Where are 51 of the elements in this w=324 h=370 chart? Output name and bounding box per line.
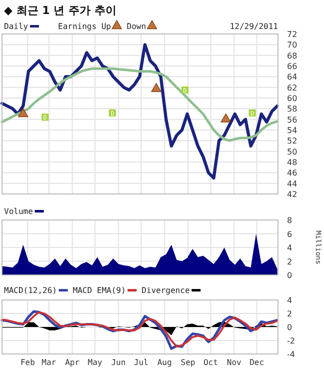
y-tick-label: 8 <box>287 216 292 225</box>
line-series <box>0 67 278 142</box>
y-tick-label: 46 <box>287 168 298 178</box>
x-tick-label: Dec <box>250 358 264 367</box>
line-series <box>0 43 279 180</box>
y-tick-label: 72 <box>287 30 298 39</box>
chart-subtitle: 12/29/2011 <box>230 22 278 31</box>
y-tick-label: 4 <box>287 244 292 252</box>
y-tick-label: -4 <box>287 350 295 359</box>
legend-label: Down <box>126 22 146 31</box>
y-tick-label: 2 <box>287 310 292 318</box>
y-tick-label: 52 <box>287 136 298 146</box>
y-tick-label: 2 <box>287 257 292 266</box>
legend-label: MACD EMA(9) <box>72 286 126 295</box>
y-tick-label: 58 <box>287 104 298 114</box>
legend-label: Earnings Up <box>58 22 112 31</box>
y-tick-label: 68 <box>287 51 298 60</box>
y-tick-label: 70 <box>287 40 298 50</box>
y-tick-label: 54 <box>287 126 298 135</box>
legend-label: Divergence <box>142 286 190 295</box>
y-tick-label: 50 <box>287 147 298 156</box>
y-tick-label: 64 <box>287 72 298 82</box>
x-tick-label: Mar <box>42 358 56 367</box>
y-tick-label: 48 <box>287 158 298 167</box>
legend-label: MACD(12,26) <box>4 286 57 295</box>
point <box>151 83 162 92</box>
x-tick-label: Jul <box>134 358 149 367</box>
legend-label: Daily <box>4 22 28 31</box>
y-tick-label: 62 <box>287 83 298 92</box>
y-tick-label: 44 <box>287 179 298 188</box>
y-tick-label: 6 <box>287 230 292 239</box>
x-tick-label: Nov <box>226 358 242 367</box>
y-tick-label: 42 <box>287 190 298 199</box>
y-tick-label: 4 <box>287 296 292 305</box>
point <box>18 108 28 118</box>
y-tick-label: 0 <box>287 271 292 280</box>
x-tick-label: Oct <box>203 358 218 367</box>
x-tick-label: Sep <box>180 358 196 367</box>
y-tick-label: 0 <box>287 323 292 332</box>
chart-title: ◆ 최근 1 년 주가 추이 <box>4 4 116 17</box>
point <box>220 113 231 122</box>
y-tick-label: -2 <box>287 336 295 346</box>
legend-label: Volume <box>4 207 34 216</box>
y-tick-label: 60 <box>287 94 298 103</box>
x-tick-label: May <box>88 358 102 367</box>
x-tick-label: Jun <box>111 358 126 367</box>
x-tick-label: Feb <box>20 358 36 367</box>
y-tick-label: 56 <box>287 115 298 124</box>
x-tick-label: Apr <box>65 358 80 367</box>
y-tick-label: 66 <box>287 62 298 71</box>
x-tick-label: Aug <box>157 358 172 367</box>
